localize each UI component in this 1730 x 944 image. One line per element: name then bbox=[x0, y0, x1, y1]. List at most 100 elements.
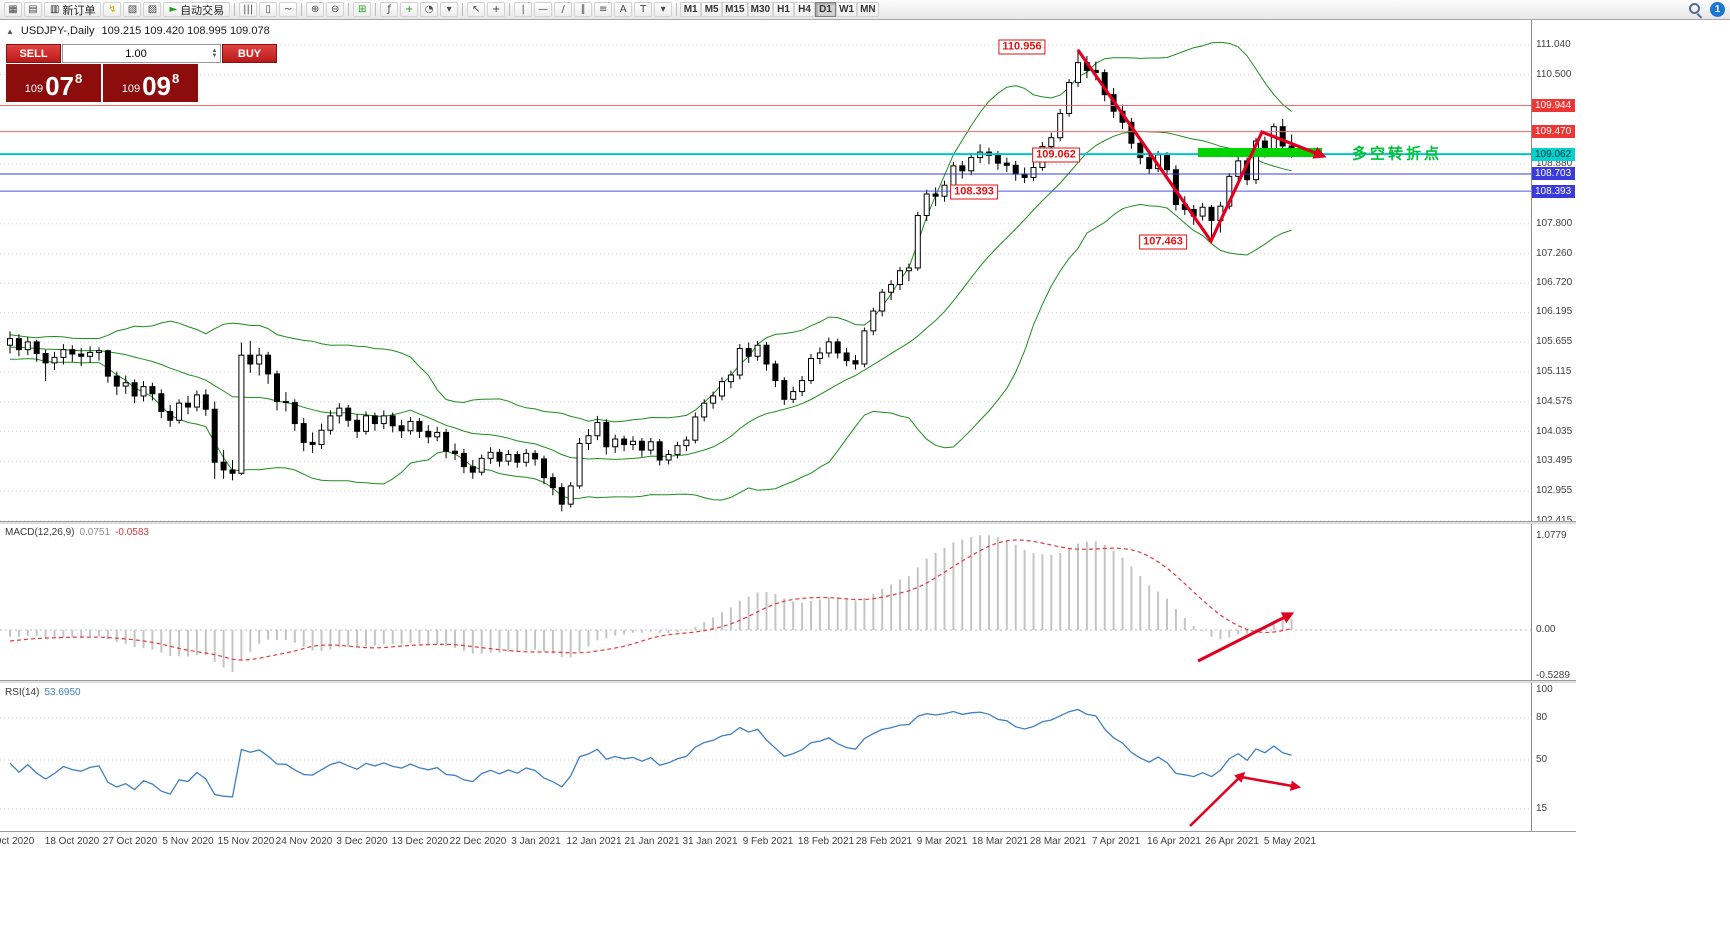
charts-grid-icon[interactable]: ▧ bbox=[123, 2, 142, 17]
volume-input[interactable] bbox=[63, 46, 209, 61]
add-indicator-icon: + bbox=[404, 3, 414, 15]
periods-icon[interactable]: ◔ bbox=[420, 2, 439, 17]
spinner-down-icon[interactable]: ▼ bbox=[211, 52, 218, 59]
timeframe-m5[interactable]: M5 bbox=[701, 2, 723, 17]
autotrading-button[interactable]: ► 自动交易 bbox=[163, 2, 231, 17]
macd-histogram bbox=[9, 535, 1293, 673]
tile-windows-icon[interactable]: ⊞ bbox=[353, 2, 372, 17]
zoom-in-icon: ⊕ bbox=[310, 3, 320, 15]
candles bbox=[7, 49, 1295, 512]
templates-icon: ▾ bbox=[446, 3, 452, 15]
vertical-line-icon[interactable]: | bbox=[514, 2, 533, 17]
toolbar-separator bbox=[234, 3, 236, 16]
charts-grid-icon: ▧ bbox=[127, 3, 138, 15]
timeframe-h4[interactable]: H4 bbox=[794, 2, 816, 17]
add-indicator-icon[interactable]: + bbox=[400, 2, 419, 17]
bollinger-middle-band bbox=[9, 130, 1292, 460]
sell-button[interactable]: SELL bbox=[6, 44, 61, 63]
support-zone-rect[interactable] bbox=[1198, 148, 1322, 157]
autotrading-icon: ► bbox=[169, 3, 178, 15]
chart-title-bar: ▲ USDJPY-,Daily 109.215 109.420 108.995 … bbox=[6, 25, 270, 37]
macd-indicator-label: MACD(12,26,9) 0.0751 -0.0583 bbox=[5, 527, 149, 538]
pane-separator[interactable] bbox=[0, 680, 1576, 683]
new-order-icon: ▥ bbox=[50, 3, 60, 15]
rsi-line bbox=[9, 708, 1292, 798]
search-icon[interactable] bbox=[1689, 3, 1702, 16]
toolbar-separator bbox=[348, 3, 350, 16]
metaeditor-icon[interactable]: ↯ bbox=[103, 2, 122, 17]
candles-mode-icon[interactable]: ▯ bbox=[259, 2, 278, 17]
macd-signal-value: -0.0583 bbox=[115, 527, 149, 538]
bid-main-digits: 07 bbox=[45, 71, 75, 101]
text-icon[interactable]: A bbox=[614, 2, 633, 17]
text-icon: A bbox=[619, 3, 627, 15]
shapes-icon: ▾ bbox=[660, 3, 666, 15]
rsi-name: RSI(14) bbox=[5, 687, 40, 698]
spinner-up-icon[interactable]: ▲ bbox=[211, 47, 218, 54]
label-icon: T bbox=[640, 3, 647, 15]
new-order-button[interactable]: ▥ 新订单 bbox=[44, 2, 102, 17]
zoom-in-icon[interactable]: ⊕ bbox=[306, 2, 325, 17]
new-order-button-label: 新订单 bbox=[62, 4, 96, 17]
volume-spinner[interactable]: ▲ ▼ bbox=[209, 47, 220, 59]
market-watch-icon[interactable]: ▨ bbox=[143, 2, 162, 17]
templates-icon[interactable]: ▾ bbox=[440, 2, 459, 17]
bars-mode-icon: ||| bbox=[243, 3, 254, 15]
zoom-out-icon[interactable]: ⊖ bbox=[326, 2, 345, 17]
rsi-trend-arrow[interactable] bbox=[1240, 775, 1302, 791]
channel-icon[interactable]: ∥ bbox=[574, 2, 593, 17]
cursor-icon[interactable]: ↖ bbox=[467, 2, 486, 17]
rsi-value: 53.6950 bbox=[44, 687, 81, 698]
one-click-collapse-icon[interactable]: ▲ bbox=[6, 26, 14, 36]
timeframe-m30[interactable]: M30 bbox=[747, 2, 774, 17]
fibonacci-icon: ≡ bbox=[598, 3, 608, 15]
horizontal-line-icon[interactable]: — bbox=[534, 2, 553, 17]
bid-pip-digit: 8 bbox=[75, 71, 83, 86]
candles-mode-icon: ▯ bbox=[265, 3, 271, 15]
indicators-icon[interactable]: ƒ bbox=[380, 2, 399, 17]
toolbar-separator bbox=[375, 3, 377, 16]
bollinger-upper-band bbox=[9, 41, 1292, 423]
volume-box: ▲ ▼ bbox=[62, 44, 221, 63]
line-mode-icon: ~ bbox=[283, 3, 293, 15]
profiles-icon: ▤ bbox=[28, 3, 38, 15]
timeframe-m1[interactable]: M1 bbox=[680, 2, 702, 17]
label-icon[interactable]: T bbox=[634, 2, 653, 17]
macd-main-value: 0.0751 bbox=[79, 527, 111, 538]
buy-button[interactable]: BUY bbox=[222, 44, 277, 63]
rsi-trend-arrow[interactable] bbox=[1189, 771, 1246, 827]
line-mode-icon[interactable]: ~ bbox=[279, 2, 298, 17]
metaeditor-icon: ↯ bbox=[108, 3, 117, 15]
periods-icon: ◔ bbox=[424, 3, 434, 15]
bid-price[interactable]: 109 07 8 bbox=[6, 64, 101, 102]
timeframe-w1[interactable]: W1 bbox=[836, 2, 858, 17]
market-watch-icon: ▨ bbox=[147, 3, 158, 15]
ohlc-values: 109.215 109.420 108.995 109.078 bbox=[101, 25, 270, 37]
ask-price[interactable]: 109 09 8 bbox=[103, 64, 198, 102]
ask-prefix: 109 bbox=[121, 83, 141, 95]
timeframe-d1[interactable]: D1 bbox=[815, 2, 837, 17]
chart-window-icon[interactable]: ▦ bbox=[4, 2, 22, 17]
timeframe-mn[interactable]: MN bbox=[857, 2, 879, 17]
notification-badge[interactable]: 1 bbox=[1710, 2, 1725, 17]
bars-mode-icon[interactable]: ||| bbox=[239, 2, 258, 17]
trendline-icon[interactable]: / bbox=[554, 2, 573, 17]
macd-name: MACD(12,26,9) bbox=[5, 527, 75, 538]
indicators-icon: ƒ bbox=[387, 3, 391, 15]
vertical-line-icon: | bbox=[521, 3, 525, 15]
pane-separator[interactable] bbox=[0, 521, 1576, 524]
fibonacci-icon[interactable]: ≡ bbox=[594, 2, 613, 17]
crosshair-icon: + bbox=[491, 3, 501, 15]
trend-zigzag-arrow[interactable] bbox=[1076, 49, 1327, 245]
timeframe-h1[interactable]: H1 bbox=[773, 2, 795, 17]
shapes-icon[interactable]: ▾ bbox=[654, 2, 673, 17]
chart-window-icon: ▦ bbox=[8, 3, 18, 15]
timeframe-m15[interactable]: M15 bbox=[722, 2, 748, 17]
crosshair-icon[interactable]: + bbox=[487, 2, 506, 17]
profiles-icon[interactable]: ▤ bbox=[24, 2, 42, 17]
ask-pip-digit: 8 bbox=[172, 71, 180, 86]
macd-trend-arrow[interactable] bbox=[1197, 612, 1295, 663]
time-axis-divider bbox=[0, 831, 1576, 832]
